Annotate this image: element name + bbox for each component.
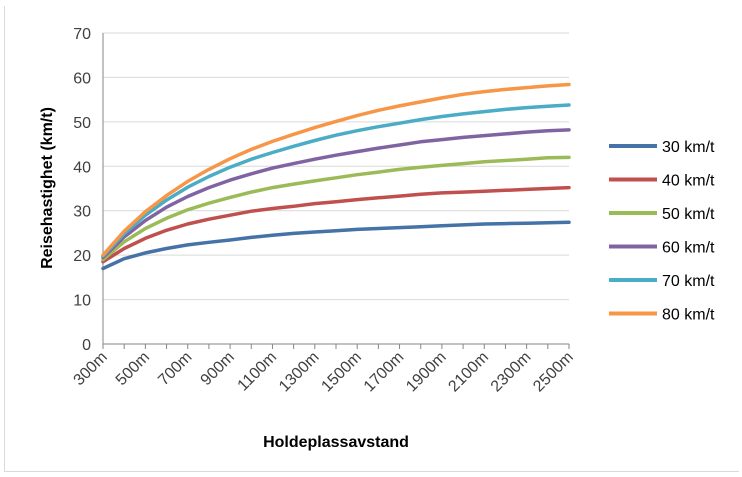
series-line-30-km-t xyxy=(101,220,571,271)
legend: 30 km/t 40 km/t 50 km/t 60 km/t 70 km/t 80 km… xyxy=(609,139,715,324)
series-line-60-km-t xyxy=(101,128,571,260)
x-tick-label: 2100m xyxy=(445,349,492,396)
x-tick-labels: 300m 500m 700m 900m1100m1300m1500m1700m1900… xyxy=(71,349,577,396)
x-tick-label: 1100m xyxy=(235,349,281,395)
gridlines xyxy=(103,32,569,301)
x-tick-label: 2300m xyxy=(488,349,535,396)
y-tick-label: 30 xyxy=(73,204,91,221)
legend-item: 40 km/t xyxy=(609,173,715,190)
x-tick-label: 2500m xyxy=(530,349,577,396)
axes xyxy=(102,33,570,349)
y-tick-label: 40 xyxy=(73,159,91,176)
x-tick-label: 300m xyxy=(71,349,111,389)
legend-item: 70 km/t xyxy=(609,273,715,290)
y-tick-label: 60 xyxy=(73,70,91,87)
series-line-50-km-t xyxy=(101,155,571,262)
x-tick-label: 1300m xyxy=(276,349,323,396)
series-line-80-km-t xyxy=(101,82,571,257)
y-tick-label: 0 xyxy=(82,337,91,354)
y-tick-labels: 0 10 20 30 40 50 60 70 xyxy=(73,26,91,354)
legend-item: 50 km/t xyxy=(609,206,715,223)
y-tick-label: 10 xyxy=(73,293,91,310)
legend-label: 80 km/t xyxy=(662,307,715,324)
x-tick-label: 500m xyxy=(113,349,153,389)
x-tick-label: 700m xyxy=(155,349,195,389)
legend-item: 30 km/t xyxy=(609,139,715,156)
x-tick-label: 1500m xyxy=(318,349,365,396)
x-tick-label: 1700m xyxy=(361,349,408,396)
y-tick-label: 20 xyxy=(73,248,91,265)
legend-label: 70 km/t xyxy=(662,273,715,290)
y-axis-title: Reisehastighet (km/t) xyxy=(39,107,56,269)
y-tick-label: 70 xyxy=(73,26,91,43)
series-line-70-km-t xyxy=(101,103,571,258)
legend-label: 60 km/t xyxy=(662,240,715,257)
legend-item: 80 km/t xyxy=(609,307,715,324)
series-line-40-km-t xyxy=(101,185,571,264)
legend-label: 30 km/t xyxy=(662,139,715,156)
x-tick-label: 1900m xyxy=(403,349,450,396)
x-tick-label: 900m xyxy=(198,349,238,389)
legend-label: 50 km/t xyxy=(662,206,715,223)
legend-label: 40 km/t xyxy=(662,173,715,190)
series-lines xyxy=(101,82,571,271)
x-axis-title: Holdeplassavstand xyxy=(263,434,409,451)
y-tick-label: 50 xyxy=(73,115,91,132)
legend-item: 60 km/t xyxy=(609,240,715,257)
